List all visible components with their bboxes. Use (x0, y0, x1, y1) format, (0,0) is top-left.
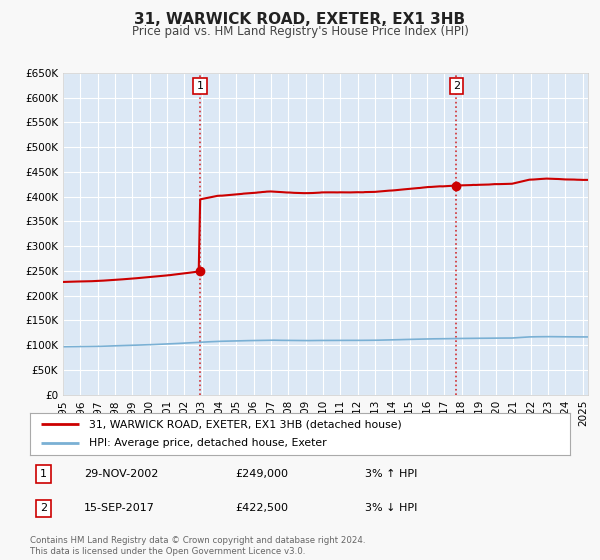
Text: 29-NOV-2002: 29-NOV-2002 (84, 469, 158, 479)
Text: 3% ↓ HPI: 3% ↓ HPI (365, 503, 417, 514)
Text: 1: 1 (40, 469, 47, 479)
Text: Price paid vs. HM Land Registry's House Price Index (HPI): Price paid vs. HM Land Registry's House … (131, 25, 469, 38)
Text: 31, WARWICK ROAD, EXETER, EX1 3HB: 31, WARWICK ROAD, EXETER, EX1 3HB (134, 12, 466, 27)
Text: 2: 2 (453, 81, 460, 91)
Text: Contains HM Land Registry data © Crown copyright and database right 2024.: Contains HM Land Registry data © Crown c… (30, 536, 365, 545)
Text: 1: 1 (197, 81, 203, 91)
Text: 2: 2 (40, 503, 47, 514)
Text: This data is licensed under the Open Government Licence v3.0.: This data is licensed under the Open Gov… (30, 547, 305, 556)
Text: £249,000: £249,000 (235, 469, 288, 479)
Text: 31, WARWICK ROAD, EXETER, EX1 3HB (detached house): 31, WARWICK ROAD, EXETER, EX1 3HB (detac… (89, 419, 402, 429)
Text: HPI: Average price, detached house, Exeter: HPI: Average price, detached house, Exet… (89, 438, 327, 449)
Text: £422,500: £422,500 (235, 503, 288, 514)
Text: 15-SEP-2017: 15-SEP-2017 (84, 503, 155, 514)
Text: 3% ↑ HPI: 3% ↑ HPI (365, 469, 417, 479)
